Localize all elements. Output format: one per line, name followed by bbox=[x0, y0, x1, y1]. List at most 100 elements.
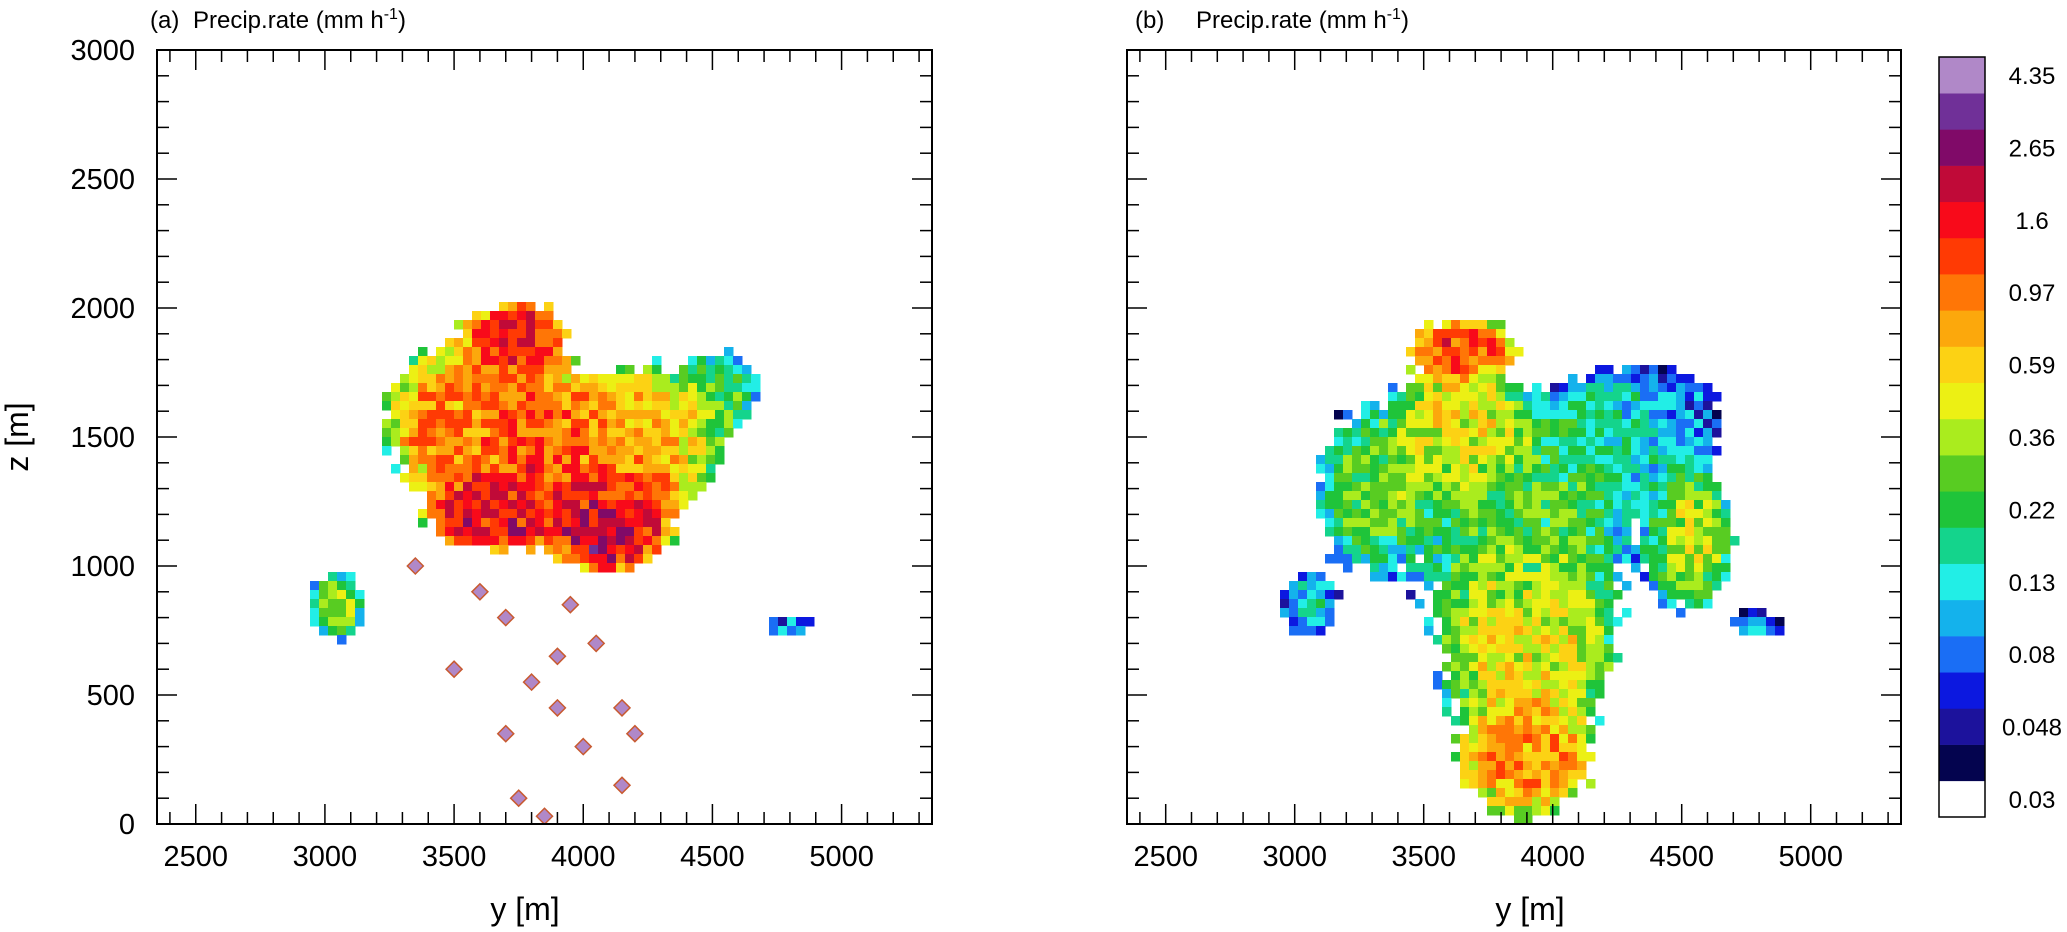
field-cell bbox=[1469, 518, 1479, 528]
field-cell bbox=[463, 419, 473, 429]
field-cell bbox=[1424, 626, 1434, 636]
field-cell bbox=[1631, 437, 1641, 447]
field-cell bbox=[1352, 554, 1362, 564]
field-cell bbox=[481, 410, 491, 420]
field-cell bbox=[1478, 500, 1488, 510]
field-cell bbox=[1568, 617, 1578, 627]
field-cell bbox=[1721, 500, 1731, 510]
field-cell bbox=[526, 320, 536, 330]
field-cell bbox=[1613, 410, 1623, 420]
panel-a-ylabel: z [m] bbox=[0, 402, 35, 471]
field-cell bbox=[1334, 500, 1344, 510]
field-cell bbox=[1604, 446, 1614, 456]
field-cell bbox=[553, 383, 563, 393]
field-cell bbox=[616, 563, 626, 573]
field-cell bbox=[1361, 536, 1371, 546]
field-cell bbox=[652, 491, 662, 501]
field-cell bbox=[1550, 806, 1560, 816]
field-cell bbox=[1622, 518, 1632, 528]
field-cell bbox=[1703, 419, 1713, 429]
field-cell bbox=[535, 473, 545, 483]
field-cell bbox=[715, 374, 725, 384]
field-cell bbox=[1433, 599, 1443, 609]
field-cell bbox=[535, 365, 545, 375]
field-cell bbox=[1604, 518, 1614, 528]
field-cell bbox=[1586, 608, 1596, 618]
field-cell bbox=[490, 338, 500, 348]
field-cell bbox=[1676, 581, 1686, 591]
field-cell bbox=[1649, 437, 1659, 447]
field-cell bbox=[355, 608, 365, 618]
field-cell bbox=[1568, 779, 1578, 789]
field-cell bbox=[706, 374, 716, 384]
field-cell bbox=[1370, 509, 1380, 519]
field-cell bbox=[1658, 401, 1668, 411]
field-cell bbox=[607, 392, 617, 402]
field-cell bbox=[1667, 482, 1677, 492]
field-cell bbox=[1370, 410, 1380, 420]
field-cell bbox=[526, 482, 536, 492]
field-cell bbox=[1505, 806, 1515, 816]
field-cell bbox=[1577, 446, 1587, 456]
field-cell bbox=[589, 473, 599, 483]
field-cell bbox=[643, 554, 653, 564]
panel-a-title-main: Precip.rate (mm h bbox=[193, 7, 384, 34]
field-cell bbox=[490, 428, 500, 438]
field-cell bbox=[1559, 464, 1569, 474]
field-cell bbox=[1406, 446, 1416, 456]
field-cell bbox=[1559, 455, 1569, 465]
field-cell bbox=[1478, 320, 1488, 330]
colorbar-swatch bbox=[1939, 57, 1985, 94]
field-cell bbox=[472, 356, 482, 366]
field-cell bbox=[1631, 365, 1641, 375]
field-cell bbox=[1568, 410, 1578, 420]
field-cell bbox=[1514, 428, 1524, 438]
field-cell bbox=[1379, 572, 1389, 582]
field-cell bbox=[1469, 509, 1479, 519]
field-cell bbox=[1595, 464, 1605, 474]
field-cell bbox=[1514, 383, 1524, 393]
field-cell bbox=[661, 500, 671, 510]
colorbar-swatch bbox=[1939, 491, 1985, 528]
field-cell bbox=[1379, 419, 1389, 429]
colorbar-label: 2.65 bbox=[2009, 135, 2056, 162]
field-cell bbox=[1649, 545, 1659, 555]
field-cell bbox=[400, 473, 410, 483]
field-cell bbox=[625, 437, 635, 447]
field-cell bbox=[1541, 608, 1551, 618]
field-cell bbox=[1514, 599, 1524, 609]
field-cell bbox=[1613, 428, 1623, 438]
field-cell bbox=[1496, 401, 1506, 411]
field-cell bbox=[1460, 509, 1470, 519]
field-cell bbox=[1550, 491, 1560, 501]
field-cell bbox=[1379, 554, 1389, 564]
field-cell bbox=[1442, 455, 1452, 465]
field-cell bbox=[589, 563, 599, 573]
field-cell bbox=[1685, 401, 1695, 411]
field-cell bbox=[472, 446, 482, 456]
field-cell bbox=[571, 383, 581, 393]
x-tick-label: 4500 bbox=[1649, 841, 1714, 873]
field-cell bbox=[1676, 545, 1686, 555]
field-cell bbox=[1460, 671, 1470, 681]
field-cell bbox=[1676, 518, 1686, 528]
field-cell bbox=[481, 338, 491, 348]
field-cell bbox=[1532, 455, 1542, 465]
field-cell bbox=[652, 518, 662, 528]
field-cell bbox=[1442, 374, 1452, 384]
field-cell bbox=[1586, 653, 1596, 663]
field-cell bbox=[1469, 698, 1479, 708]
field-cell bbox=[679, 383, 689, 393]
field-cell bbox=[1487, 356, 1497, 366]
field-cell bbox=[1505, 500, 1515, 510]
field-cell bbox=[535, 410, 545, 420]
field-cell bbox=[1469, 599, 1479, 609]
field-cell bbox=[1586, 473, 1596, 483]
field-cell bbox=[1532, 410, 1542, 420]
field-cell bbox=[1541, 545, 1551, 555]
field-cell bbox=[643, 473, 653, 483]
field-cell bbox=[1442, 563, 1452, 573]
field-cell bbox=[643, 365, 653, 375]
field-cell bbox=[1703, 428, 1713, 438]
field-cell bbox=[1415, 545, 1425, 555]
